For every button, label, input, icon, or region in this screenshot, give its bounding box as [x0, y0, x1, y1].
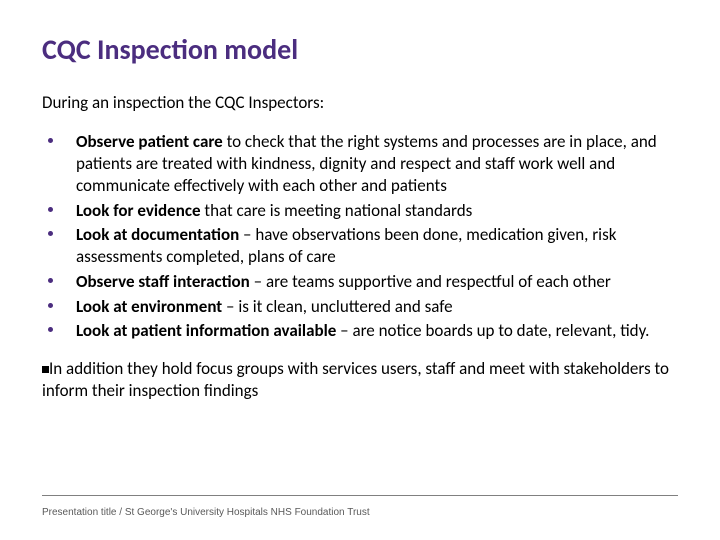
bullet-icon [48, 303, 53, 308]
list-item: Look at documentation – have observation… [42, 224, 678, 268]
square-bullet-icon [42, 366, 49, 373]
bullet-bold: Look for evidence [76, 200, 201, 221]
bullet-icon [48, 207, 53, 212]
bullet-bold: Observe patient care [76, 131, 223, 152]
bullet-list: Observe patient care to check that the r… [42, 131, 678, 342]
bullet-rest: – are teams supportive and respectful of… [250, 271, 611, 292]
bullet-bold: Observe staff interaction [76, 271, 250, 292]
list-item: Look at environment – is it clean, unclu… [42, 296, 678, 318]
slide: CQC Inspection model During an inspectio… [0, 0, 720, 540]
bullet-icon [48, 138, 53, 143]
list-item: Observe patient care to check that the r… [42, 131, 678, 196]
bullet-bold: Look at environment [76, 296, 222, 317]
bullet-rest: – is it clean, uncluttered and safe [222, 296, 452, 317]
bullet-icon [48, 278, 53, 283]
divider-line [42, 495, 678, 496]
bullet-bold: Look at documentation [76, 224, 239, 245]
additional-paragraph: In addition they hold focus groups with … [42, 358, 678, 402]
list-item: Look at patient information available – … [42, 320, 678, 342]
list-item: Look for evidence that care is meeting n… [42, 200, 678, 222]
slide-title: CQC Inspection model [42, 34, 678, 66]
bullet-rest: – are notice boards up to date, relevant… [336, 320, 649, 341]
footer-text: Presentation title / St George's Univers… [42, 507, 370, 518]
bullet-icon [48, 327, 53, 332]
list-item: Observe staff interaction – are teams su… [42, 271, 678, 293]
additional-text: In addition they hold focus groups with … [42, 358, 669, 401]
bullet-bold: Look at patient information available [76, 320, 336, 341]
bullet-rest: that care is meeting national standards [201, 200, 473, 221]
bullet-icon [48, 231, 53, 236]
intro-text: During an inspection the CQC Inspectors: [42, 92, 678, 113]
